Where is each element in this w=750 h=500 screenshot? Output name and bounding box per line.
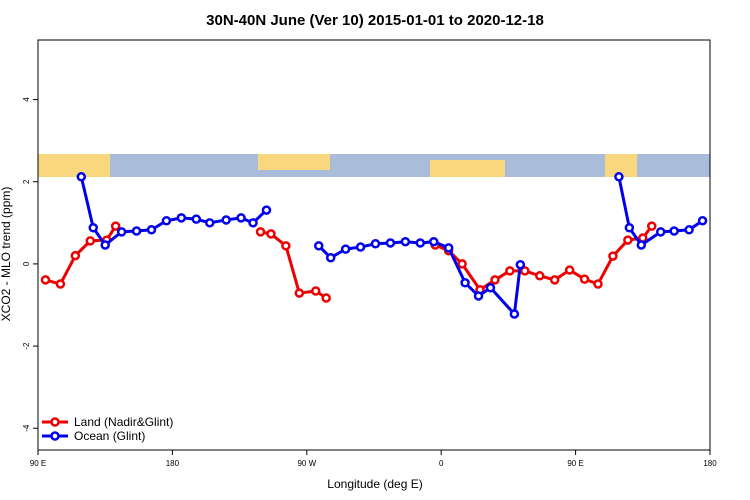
data-point <box>460 278 470 288</box>
data-point <box>697 216 708 226</box>
data-point <box>428 236 439 247</box>
data-point <box>70 250 81 261</box>
data-point <box>669 226 679 236</box>
map-land <box>605 154 637 177</box>
legend-label: Ocean (Glint) <box>74 429 145 443</box>
x-tick-label: 180 <box>703 459 717 468</box>
data-point <box>40 275 51 285</box>
plot-frame <box>37 39 711 451</box>
x-tick-label: 90 W <box>297 459 316 468</box>
data-point <box>255 227 266 237</box>
map-land <box>38 154 110 177</box>
data-point <box>116 227 127 237</box>
data-point <box>204 218 215 228</box>
data-point <box>294 288 305 298</box>
data-point <box>176 213 187 223</box>
data-point <box>473 291 484 301</box>
data-point <box>623 235 633 245</box>
y-tick-label: -2 <box>22 342 31 350</box>
y-axis-label: XCO2 - MLO trend (ppm) <box>0 187 13 322</box>
data-point <box>110 221 121 231</box>
data-point <box>624 222 635 233</box>
data-point <box>515 259 526 270</box>
data-point <box>636 240 647 250</box>
data-point <box>593 279 603 289</box>
data-point <box>76 172 87 182</box>
data-point <box>457 259 467 269</box>
data-point <box>509 309 520 319</box>
data-point <box>325 252 336 263</box>
data-point <box>340 244 351 254</box>
data-point <box>100 240 110 250</box>
data-point <box>385 238 396 248</box>
data-point <box>370 239 381 249</box>
data-point <box>88 222 99 233</box>
map-land <box>258 154 330 170</box>
data-point <box>248 218 258 228</box>
data-point <box>520 266 530 276</box>
map-land <box>430 160 505 177</box>
data-point <box>311 286 321 296</box>
data-point <box>355 242 366 252</box>
x-tick-label: 90 E <box>30 459 46 468</box>
legend-marker <box>50 417 60 427</box>
data-point <box>131 226 142 236</box>
data-point <box>236 213 246 223</box>
legend-marker <box>50 431 60 441</box>
series-line <box>45 225 653 300</box>
data-point <box>647 221 657 231</box>
data-point <box>505 266 515 276</box>
data-point <box>161 216 172 226</box>
data-point <box>549 275 560 285</box>
y-tick-label: 2 <box>22 179 31 184</box>
data-point <box>321 293 331 303</box>
x-axis-label: Longitude (deg E) <box>327 477 422 491</box>
data-point <box>564 265 575 275</box>
chart-title: 30N-40N June (Ver 10) 2015-01-01 to 2020… <box>206 12 544 29</box>
data-point <box>608 251 618 261</box>
map-band <box>38 154 710 177</box>
data-point <box>684 225 694 235</box>
data-point <box>485 282 496 293</box>
y-tick-label: -4 <box>22 424 31 432</box>
data-point <box>655 227 666 237</box>
data-point <box>261 205 272 215</box>
data-point <box>415 238 426 248</box>
x-tick-label: 0 <box>439 459 444 468</box>
data-point <box>281 241 291 251</box>
data-point <box>221 215 231 225</box>
data-point <box>191 214 202 224</box>
data-point <box>579 274 590 284</box>
y-tick-label: 4 <box>22 97 31 102</box>
data-point <box>313 241 324 251</box>
legend-label: Land (Nadir&Glint) <box>74 415 173 429</box>
x-tick-label: 180 <box>166 459 180 468</box>
y-tick-label: 0 <box>22 261 31 266</box>
data-point <box>535 271 545 281</box>
data-point <box>614 172 624 182</box>
data-point <box>85 236 96 246</box>
data-point <box>400 236 411 247</box>
map-ocean <box>38 154 710 177</box>
data-point <box>55 279 66 289</box>
data-point <box>443 243 454 253</box>
data-point <box>146 225 157 235</box>
data-point <box>490 275 500 285</box>
data-point <box>266 229 276 239</box>
x-tick-label: 90 E <box>567 459 583 468</box>
